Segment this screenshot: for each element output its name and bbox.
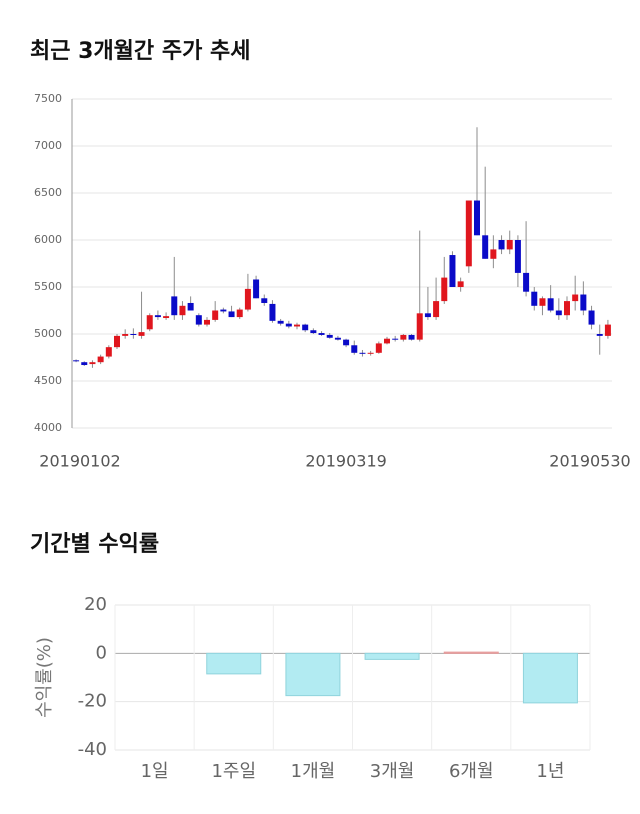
y-tick-label: -20	[78, 691, 107, 712]
candle-body	[572, 294, 579, 302]
candle-body	[228, 311, 235, 318]
y-tick-label: 5000	[34, 327, 62, 340]
candle-body	[294, 324, 300, 327]
candle-body	[547, 298, 554, 311]
candle-body	[465, 200, 472, 267]
y-tick-label: 4500	[34, 374, 62, 387]
candle-body	[171, 296, 178, 316]
candle-body	[277, 320, 284, 324]
x-tick-label: 1주일	[211, 761, 256, 782]
candle-body	[310, 330, 317, 334]
candle-body	[441, 277, 448, 302]
candle-body	[392, 338, 399, 340]
candle-body	[384, 338, 390, 344]
candle-body	[604, 324, 611, 336]
candle-body	[457, 281, 464, 287]
candle-body	[130, 334, 137, 335]
bar	[364, 652, 420, 660]
x-tick-label: 6개월	[449, 761, 494, 782]
candle-body	[318, 333, 325, 335]
candle-body	[73, 360, 80, 362]
x-tick-label: 20190530	[549, 452, 630, 471]
candle-body	[81, 362, 88, 366]
candle-body	[220, 309, 227, 312]
candle-body	[204, 319, 210, 325]
candle-body	[261, 298, 268, 303]
y-tick-label: 0	[96, 642, 107, 663]
candle-body	[433, 301, 440, 318]
y-tick-label: 5500	[34, 280, 62, 293]
candle-body	[146, 315, 153, 330]
candle-body	[449, 255, 456, 287]
y-tick-label: 7500	[34, 92, 62, 105]
candle-body	[523, 272, 530, 292]
candle-body	[531, 291, 538, 306]
candle-body	[474, 200, 480, 236]
x-tick-label: 20190102	[39, 452, 120, 471]
candle-body	[285, 323, 292, 327]
x-tick-label: 1일	[141, 761, 169, 782]
candle-body	[138, 332, 145, 336]
candle-body	[555, 310, 562, 316]
bar	[285, 652, 341, 697]
bar	[522, 652, 578, 704]
candle-body	[400, 334, 407, 340]
y-tick-label: -40	[78, 739, 107, 760]
candle-body	[588, 310, 595, 325]
candle-body	[367, 352, 374, 354]
candle-body	[154, 315, 161, 318]
candle-body	[89, 362, 96, 365]
candle-body	[564, 301, 570, 316]
candle-body	[244, 288, 251, 310]
y-tick-label: 6500	[34, 186, 62, 199]
candle-body	[179, 305, 186, 316]
y-tick-label: 4000	[34, 421, 62, 434]
candle-body	[514, 240, 521, 273]
candle-body	[236, 309, 243, 318]
candle-body	[359, 352, 366, 354]
candle-body	[253, 279, 260, 299]
candle-body	[596, 334, 603, 336]
x-tick-label: 1개월	[291, 761, 336, 782]
candle-body	[498, 240, 505, 250]
y-tick-label: 20	[84, 594, 107, 615]
candle-body	[539, 298, 546, 306]
bar	[443, 651, 499, 654]
y-tick-label: 7000	[34, 139, 62, 152]
section-title: 기간별 수익률	[30, 532, 159, 557]
candle-body	[580, 294, 587, 311]
x-tick-label: 3개월	[370, 761, 415, 782]
candle-body	[122, 334, 129, 336]
candle-body	[212, 310, 219, 320]
candle-body	[187, 302, 194, 311]
candle-body	[326, 334, 333, 338]
candle-body	[163, 316, 170, 319]
bar	[206, 652, 262, 675]
candle-body	[424, 313, 431, 318]
x-tick-label: 20190319	[305, 452, 386, 471]
candle-body	[375, 343, 382, 353]
candle-body	[114, 335, 120, 348]
candle-body	[105, 347, 112, 357]
candle-body	[351, 345, 358, 353]
y-axis-label: 수익률(%)	[34, 637, 55, 718]
candle-body	[506, 240, 513, 250]
candle-body	[302, 324, 309, 331]
candle-body	[195, 315, 202, 325]
candle-body	[482, 235, 489, 259]
candle-body	[97, 356, 104, 363]
y-tick-label: 6000	[34, 233, 62, 246]
candle-body	[416, 313, 423, 340]
candle-body	[490, 249, 497, 259]
candle-body	[408, 334, 415, 340]
x-tick-label: 1년	[536, 761, 564, 782]
section-title: 최근 3개월간 주가 추세	[30, 39, 250, 64]
candle-body	[343, 339, 350, 346]
candle-body	[269, 303, 276, 321]
candle-body	[334, 337, 341, 340]
